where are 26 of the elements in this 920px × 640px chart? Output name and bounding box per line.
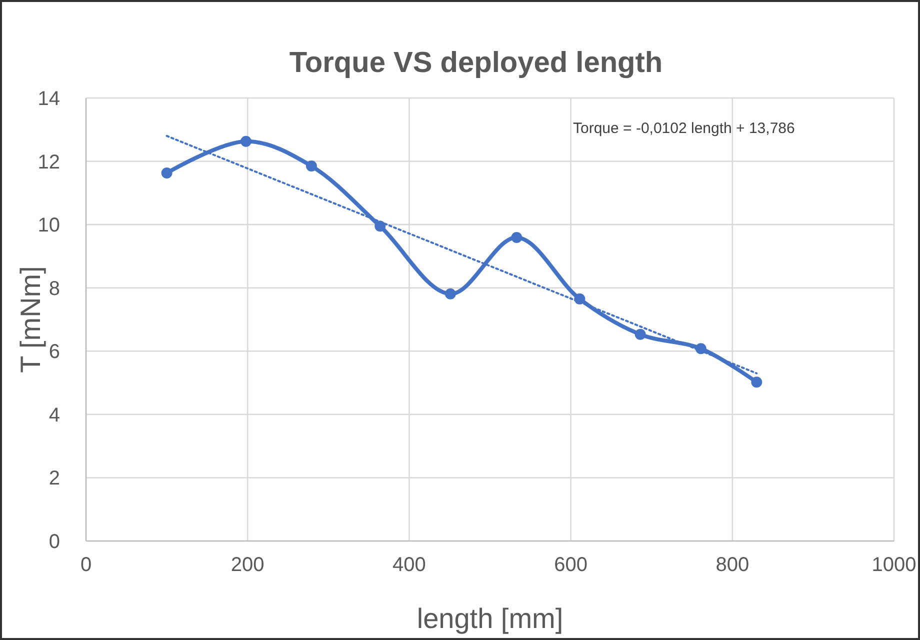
y-tick-label: 0	[48, 531, 60, 553]
annotation: Torque = -0,0102 length + 13,786	[573, 120, 795, 137]
x-axis-title: length [mm]	[416, 603, 564, 634]
y-tick-label: 8	[48, 278, 60, 300]
y-tick-label: 2	[48, 468, 60, 490]
point	[751, 376, 762, 388]
y-tick-label: 6	[48, 341, 60, 364]
x-tick-label: 1000	[872, 554, 916, 576]
y-tick-label: 4	[48, 404, 60, 426]
x-tick-label: 400	[392, 554, 426, 576]
point	[161, 167, 172, 178]
x-tick-label: 200	[230, 554, 264, 576]
point	[240, 136, 252, 147]
x-tick-label: 0	[80, 554, 92, 576]
chart-title: Torque VS deployed length	[289, 47, 663, 79]
point	[634, 328, 646, 340]
y-tick-label: 14	[38, 88, 60, 110]
point	[511, 232, 522, 244]
y-tick-label: 12	[38, 151, 60, 174]
y-axis-title: T [mNm]	[15, 266, 46, 373]
y-tick-label: 10	[38, 214, 60, 237]
x-tick-label: 800	[716, 554, 750, 576]
point	[306, 160, 317, 172]
x-tick-label: 600	[554, 554, 588, 576]
point	[374, 220, 386, 232]
point	[444, 288, 456, 300]
